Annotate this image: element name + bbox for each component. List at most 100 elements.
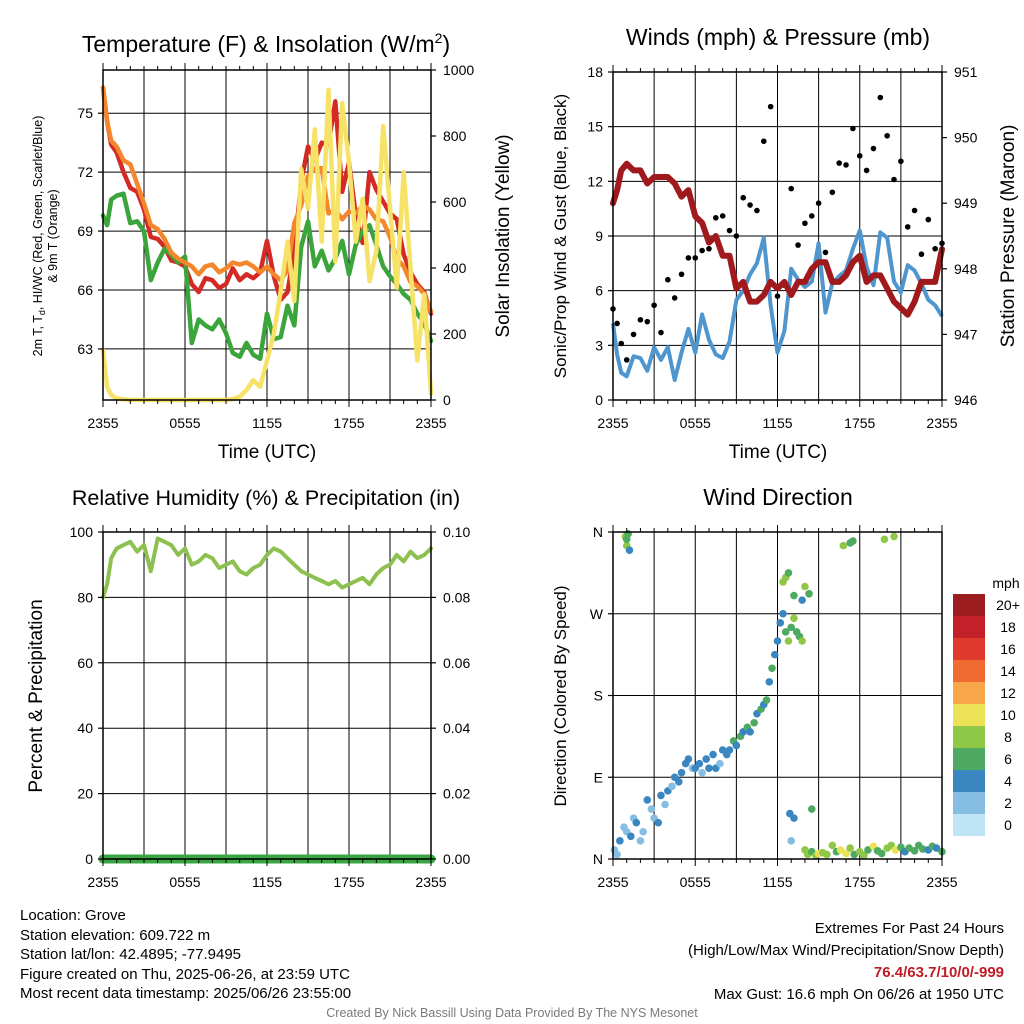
direction-point	[910, 847, 919, 855]
winds-ylabel-right: Station Pressure (Maroon)	[998, 125, 1019, 348]
gust-point	[850, 125, 856, 132]
direction-legend-title: mph	[992, 575, 1019, 591]
y-tick-label: 66	[77, 282, 93, 298]
x-tick-label: 1155	[252, 874, 282, 890]
legend-swatch	[953, 616, 985, 638]
direction-point	[787, 623, 796, 632]
y-right-tick-label: 800	[443, 128, 467, 144]
legend-label: 0	[1004, 817, 1012, 833]
direction-point	[654, 818, 663, 827]
gust-point	[829, 189, 836, 196]
y-tick-label: 12	[587, 173, 603, 189]
direction-series	[610, 530, 946, 860]
humidity-axes: 0 20 40 60 80 100 0.00 0.02 0.04 0.06 0.08 0.10 2355…	[70, 524, 471, 890]
y-right-tick-label: 600	[443, 194, 467, 210]
gust-point	[658, 329, 664, 336]
gust-point	[911, 207, 918, 214]
y-tick-label: 80	[77, 589, 93, 605]
y-tick-label: 72	[77, 164, 93, 180]
direction-point	[877, 849, 886, 858]
direction-ylabel-left: Direction (Colored By Speed)	[551, 585, 570, 806]
y-right-tick-label: 948	[954, 261, 978, 277]
direction-point	[790, 614, 798, 623]
direction-point	[762, 696, 771, 704]
temperature-panel: Temperature (F) & Insolation (W/m2) 63 66…	[31, 30, 514, 463]
legend-label: 18	[1000, 619, 1016, 635]
gust-point	[904, 224, 911, 230]
direction-point	[798, 596, 806, 604]
gust-point	[665, 276, 671, 283]
gust-point	[925, 216, 932, 223]
extremes-gust: Max Gust: 16.6 mph On 06/26 at 1950 UTC	[713, 986, 1004, 1003]
legend-swatch	[953, 726, 985, 748]
legend-label: 14	[1000, 663, 1016, 679]
legend-swatch	[953, 748, 985, 770]
y-tick-label: 20	[77, 786, 93, 802]
y-tick-label: 15	[587, 119, 603, 135]
y-tick-label: 100	[70, 524, 94, 540]
y-right-tick-label: 0	[443, 392, 451, 408]
gust-point	[802, 220, 808, 227]
direction-point	[846, 539, 854, 547]
direction-point	[695, 759, 704, 768]
gust-point	[891, 176, 897, 183]
y-right-tick-label: 0.06	[443, 655, 470, 671]
y-right-tick-label: 0.04	[443, 720, 470, 736]
legend-label: 12	[1000, 685, 1016, 701]
y-right-tick-label: 0.08	[443, 589, 470, 605]
direction-point	[613, 850, 621, 859]
temperature-ylabel-left: 2m T, Td, HI/WC (Red, Green, Scarlet/Blu…	[31, 116, 47, 357]
direction-point	[828, 841, 837, 850]
direction-point	[801, 582, 809, 591]
direction-point	[846, 844, 854, 852]
y-right-tick-label: 947	[954, 326, 978, 342]
gust-point	[870, 145, 877, 152]
direction-point	[864, 846, 872, 854]
direction-point	[776, 619, 785, 627]
direction-point	[716, 759, 724, 768]
y-right-tick-label: 951	[954, 64, 978, 80]
y-tick-label: 0	[595, 392, 603, 408]
direction-point	[781, 628, 790, 636]
legend-swatch	[953, 770, 985, 792]
series-line	[100, 85, 434, 316]
direction-point	[770, 650, 779, 659]
direction-point	[684, 755, 693, 763]
x-tick-label: 0555	[680, 874, 711, 890]
winds-title: Winds (mph) & Pressure (mb)	[626, 24, 930, 50]
direction-point	[632, 818, 641, 827]
gust-point	[726, 227, 733, 234]
gust-point	[843, 162, 849, 168]
station-location: Location: Grove	[20, 907, 126, 924]
direction-grid	[613, 532, 942, 859]
y-tick-label: 63	[77, 341, 93, 357]
direction-axes: N E S W N 2355 0555 1155 1755 2355	[590, 524, 958, 890]
y-tick-label: 60	[77, 655, 93, 671]
station-elevation: Station elevation: 609.722 m	[20, 926, 211, 944]
gust-point	[822, 249, 829, 256]
direction-point	[647, 805, 656, 813]
extremes-values: 76.4/63.7/10/0/-999	[873, 964, 1004, 981]
direction-point	[823, 850, 831, 859]
figure-created: Figure created on Thu, 2025-06-26, at 23…	[20, 965, 350, 983]
y-tick-label: 69	[77, 223, 93, 239]
direction-point	[616, 837, 624, 845]
winds-axes: 0 3 6 9 12 15 18 946 947 948 949 950 951 2355 0555 1155…	[587, 64, 977, 431]
gust-point	[918, 251, 925, 258]
direction-point	[732, 741, 741, 750]
y-tick-label: 3	[595, 337, 603, 353]
legend-label: 8	[1004, 729, 1012, 745]
gust-point	[678, 271, 685, 278]
temperature-series	[100, 85, 434, 403]
series-line	[610, 160, 945, 318]
y-right-tick-label: 950	[954, 130, 978, 146]
y-tick-label: 9	[595, 228, 603, 244]
direction-point	[643, 796, 652, 804]
x-tick-label: 2355	[926, 415, 957, 431]
y-tick-label: W	[590, 606, 604, 622]
direction-point	[625, 546, 634, 554]
gust-point	[877, 94, 884, 101]
x-tick-label: 0555	[169, 874, 200, 890]
gust-point	[788, 185, 795, 192]
